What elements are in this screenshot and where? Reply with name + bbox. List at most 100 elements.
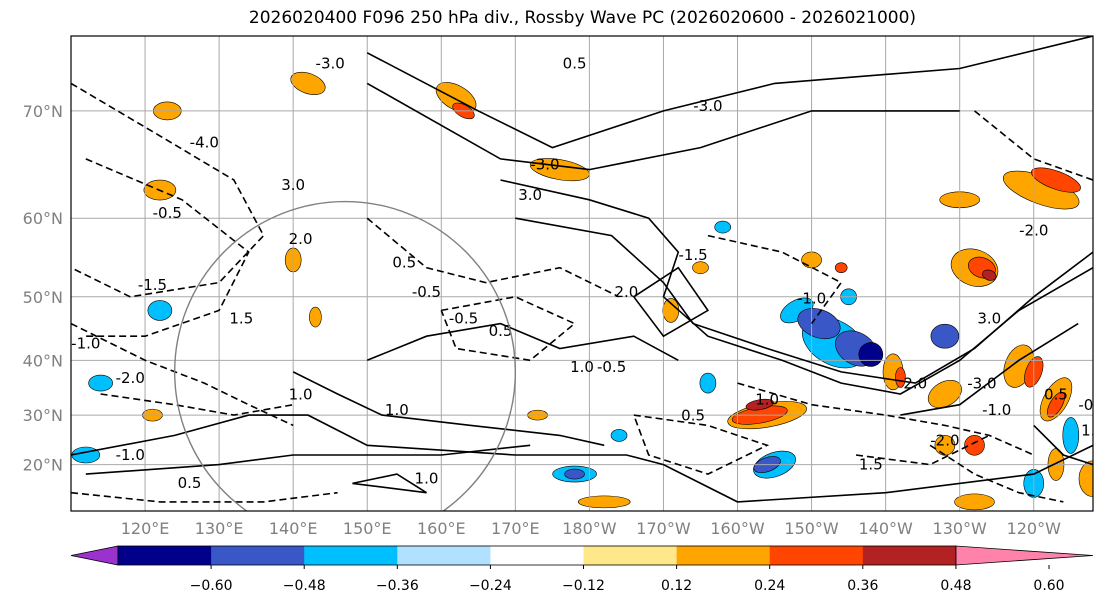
field-patch [982,269,997,281]
field-patch [964,434,985,456]
y-tick-label: 30°N [23,406,63,425]
y-tick-label: 70°N [23,102,63,121]
grid-lines [71,36,1093,511]
field-patch [147,300,173,321]
contour-label: -0.5 [153,204,182,222]
colorbar-extend-low [70,545,119,566]
contour-label: 3.0 [281,176,305,194]
field-patch [895,367,906,388]
colorbar-tick-label: 0.24 [754,578,785,594]
x-tick-label: 140°E [269,519,318,538]
contour-label: 1.0 [415,469,439,487]
colorbar: −0.60 −0.48 −0.36 −0.24 −0.12 0.12 0.24 0.36 0.4… [70,545,1094,594]
field-patch [834,262,848,273]
x-tick-label: 150°E [343,519,392,538]
contour-label: 3.0 [977,310,1001,328]
positive-contour [900,322,1079,416]
colorbar-tick-label: −0.24 [469,578,512,594]
x-axis-ticks: 120°E 130°E 140°E 150°E 160°E 170°E 180°W 170°W… [121,519,1061,538]
colorbar-tick-label: −0.48 [283,578,326,594]
field-patch [290,71,326,95]
contour-label: 2.0 [615,283,639,301]
contour-label: 1.0 [289,385,313,403]
contour-label: 1.0 [755,391,779,409]
positive-contour [366,36,1093,149]
contour-label: 0.5 [178,474,202,492]
highlight-circle-outline [174,200,516,511]
positive-contour [352,473,427,494]
positive-contour [85,444,531,475]
colorbar-tick-label: 0.12 [661,578,692,594]
contour-label: -1.0 [116,446,145,464]
contour-label: -3.0 [530,156,559,174]
contour-label: 1.0 [570,358,594,376]
colorbar-tick-label: 0.60 [1033,578,1064,594]
contour-label: -1.5 [138,276,167,294]
negative-contour [366,217,620,298]
x-tick-label: 170°E [491,519,540,538]
contour-label: 0.5 [489,322,513,340]
contour-label: 0.5 [1044,385,1068,403]
colorbar-segment [211,546,305,565]
contour-label: 1.0 [385,401,409,419]
colorbar-frame [117,545,957,566]
field-patch [577,495,631,509]
colorbar-segment [769,546,864,565]
contour-label: 3.0 [518,186,542,204]
contour-label: 1.5 [1081,421,1105,439]
field-patch [692,261,709,274]
positive-contour [366,82,960,171]
colorbar-tick-label: −0.12 [562,578,605,594]
colorbar-tick-label: 0.36 [847,578,878,594]
colorbar-tick-label: 0.48 [940,578,971,594]
colorbar-segment [676,546,771,565]
field-patch [610,429,628,442]
field-patch [745,398,774,411]
y-tick-label: 20°N [23,456,63,475]
negative-contour [85,158,250,337]
x-tick-label: 120°E [121,519,170,538]
field-patch [564,468,585,480]
contour-label: 2.0 [289,230,313,248]
field-patch [1046,391,1065,418]
divergence-field [71,71,1093,511]
positive-contour [366,322,679,362]
contour-label: 1.5 [229,310,253,328]
highlight-circle [174,200,516,511]
x-tick-label: 130°W [933,519,988,538]
contour-label: -2.0 [930,431,959,449]
y-tick-label: 40°N [23,351,63,370]
x-tick-label: 120°W [1007,519,1062,538]
contour-label: 0.5 [681,406,705,424]
colorbar-segment [862,546,957,565]
field-patch [1031,167,1081,193]
field-patch [309,306,322,328]
field-patch [714,220,732,234]
contour-label: -1.0 [71,334,100,352]
contour-label: 0.5 [563,55,587,73]
x-tick-label: 150°W [784,519,839,538]
contour-label: -3.0 [967,375,996,393]
positive-contour [292,371,605,447]
positive-contour [515,217,1093,384]
x-tick-label: 160°E [417,519,466,538]
negative-contour [440,295,577,362]
positive-contour [633,266,710,338]
negative-contour [707,234,843,325]
contour-label: 2.0 [903,375,927,393]
negative-contour [71,82,265,298]
contour-label: -1.0 [797,290,826,308]
negative-contour [71,322,294,427]
field-patch [699,372,717,394]
contour-label: -0.5 [597,358,626,376]
field-patch [1062,417,1080,454]
negative-contour [973,110,1093,181]
colorbar-segment [397,546,491,565]
negative-contour [633,414,770,475]
colorbar-segment [490,546,584,565]
map-frame [70,35,1094,512]
contour-label: -0.5 [1078,396,1105,414]
contour-label: -2.0 [1019,222,1048,240]
field-patch [954,493,995,511]
